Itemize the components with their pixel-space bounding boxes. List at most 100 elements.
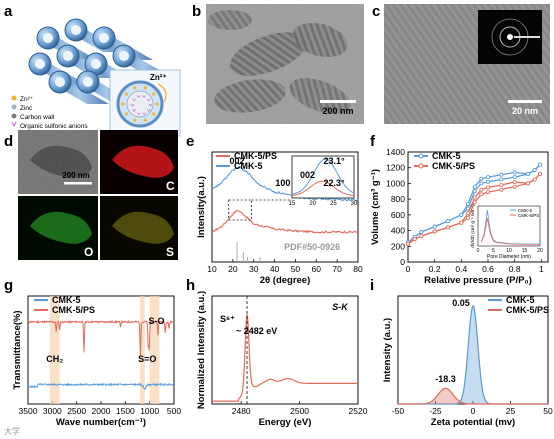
tube-pore (35, 59, 45, 69)
inset-label-002: 002 (300, 170, 315, 180)
plot-frame (211, 295, 359, 405)
panel-g-ftir: 3500 3000 2500 2000 1500 1000 500 Wave number(c… (12, 295, 181, 428)
isotherm-marker (432, 229, 437, 234)
series-line-cmk-5-ps (27, 319, 175, 357)
legend-marker (418, 153, 424, 159)
zn-ion-dot (133, 86, 137, 90)
panel-label-e: e (186, 133, 194, 150)
panel-a-legend: Zn²⁺ Zinc Carbon wall Organic sulfonic a… (11, 95, 88, 130)
panel-label-a: a (4, 3, 13, 20)
isotherm-marker (512, 170, 517, 175)
series-line-cmk-5 (27, 382, 175, 390)
beam-stopper (514, 36, 540, 38)
inset-y-label: dV/dD (cm³ g⁻¹ nm⁻¹) (470, 204, 475, 248)
y-axis-label: Transmittance(%) (12, 310, 23, 389)
tube-pore (55, 77, 65, 87)
y-tick-label: 1200 (386, 163, 405, 173)
sulfonic-anion-icon (132, 109, 137, 112)
eds-label-o: O (84, 245, 93, 259)
x-tick-label: 500 (167, 406, 181, 416)
x-tick-label: 20 (228, 264, 238, 274)
sulfonic-anion-icon (142, 95, 147, 99)
panel-i-zeta: -50 -25 0 25 50 Zeta potential (mv) Intensity … (382, 295, 553, 428)
isotherm-marker (485, 185, 490, 190)
isotherm-marker (419, 230, 424, 235)
shaded-band (49, 296, 60, 404)
isotherm-marker (479, 192, 484, 197)
legend-label: CMK-5 (432, 151, 461, 161)
panel-c-hrtem: 20 nm (384, 4, 550, 124)
sulfonic-anion-icon (148, 103, 153, 107)
isotherm-marker (412, 237, 417, 242)
scale-bar-c (508, 100, 542, 103)
x-tick-label: 2000 (92, 406, 111, 416)
legend-label: CMK-5 (506, 295, 535, 305)
x-axis-label: Relative pressure (P/P₀) (424, 275, 532, 286)
panel-label-c: c (372, 3, 380, 20)
series-line-cmk-5 (211, 166, 359, 202)
legend-label: CMK-5 (52, 295, 81, 305)
isotherm-marker (459, 220, 464, 225)
legend-label: CMK-5/PS (52, 305, 95, 315)
isotherm-marker (485, 179, 490, 184)
y-tick-label: 1400 (386, 147, 405, 157)
inset-x-label: Pore Diameter (nm) (487, 254, 531, 260)
eds-label-s: S (166, 245, 174, 259)
legend-zn-ion: Zn²⁺ (20, 96, 34, 103)
inset-zn-label: Zn²⁺ (150, 73, 167, 82)
isotherm-marker (499, 172, 504, 177)
x-axis-label: Zeta potential (mv) (431, 417, 515, 428)
x-tick-label: 0.2 (429, 264, 441, 274)
legend-label: CMK-5/PS (432, 161, 475, 171)
s-o-double-label: S=O (138, 354, 156, 364)
inset-x-tick-label: 0 (477, 248, 480, 254)
tube-pore (119, 51, 129, 61)
isotherm-marker (465, 201, 470, 206)
isotherm-marker (459, 212, 464, 217)
isotherm-marker (432, 224, 437, 229)
isotherm-marker (479, 187, 484, 192)
y-tick-label: 400 (391, 226, 405, 236)
legend-label: CMK-5/PS (506, 305, 549, 315)
edge-energy-label: ~ 2482 eV (236, 326, 277, 336)
carbon-wall-legend-icon (11, 113, 17, 119)
x-tick-label: 3000 (43, 406, 62, 416)
sulfonic-anion-icon (146, 98, 151, 102)
tube-pore (63, 51, 73, 61)
isotherm-marker (499, 182, 504, 187)
ch2-label: CH₂ (46, 354, 63, 364)
y-tick-label: 0 (400, 257, 405, 267)
zn-ion-dot (143, 118, 147, 122)
isotherm-marker (532, 177, 537, 182)
tube-pore (71, 25, 81, 35)
peak-value-cmk5: 0.05 (452, 298, 470, 308)
inset-x-tick-label: 20 (537, 248, 543, 254)
xanes-spectrum (212, 314, 358, 402)
watermark: 大学 (4, 426, 20, 436)
zn-ion-dot (121, 102, 125, 106)
panel-label-d: d (4, 133, 13, 150)
x-tick-label: 2500 (67, 406, 86, 416)
zn-ion-dot (124, 92, 128, 96)
isotherm-marker (485, 190, 490, 195)
isotherm-marker (512, 184, 517, 189)
peak-label-100: 100 (275, 178, 290, 188)
zeta-curve (398, 387, 548, 405)
x-tick-label: -25 (429, 406, 442, 416)
panel-label-f: f (370, 133, 376, 150)
x-tick-label: 0.6 (482, 264, 494, 274)
x-tick-label: 30 (249, 264, 259, 274)
isotherm-marker (479, 181, 484, 186)
scale-text-d: 200 nm (62, 171, 90, 180)
legend-label: CMK-5 (234, 161, 263, 171)
x-tick-label: 50 (543, 406, 553, 416)
isotherm-marker (512, 175, 517, 180)
tube-pore (99, 33, 109, 43)
inset-x-tick-label: 10 (506, 248, 512, 254)
isotherm-marker (532, 168, 537, 173)
zoom-box (228, 199, 253, 221)
x-tick-label: 0 (471, 406, 476, 416)
isotherm-marker (538, 171, 543, 176)
x-tick-label: 0.8 (509, 264, 521, 274)
